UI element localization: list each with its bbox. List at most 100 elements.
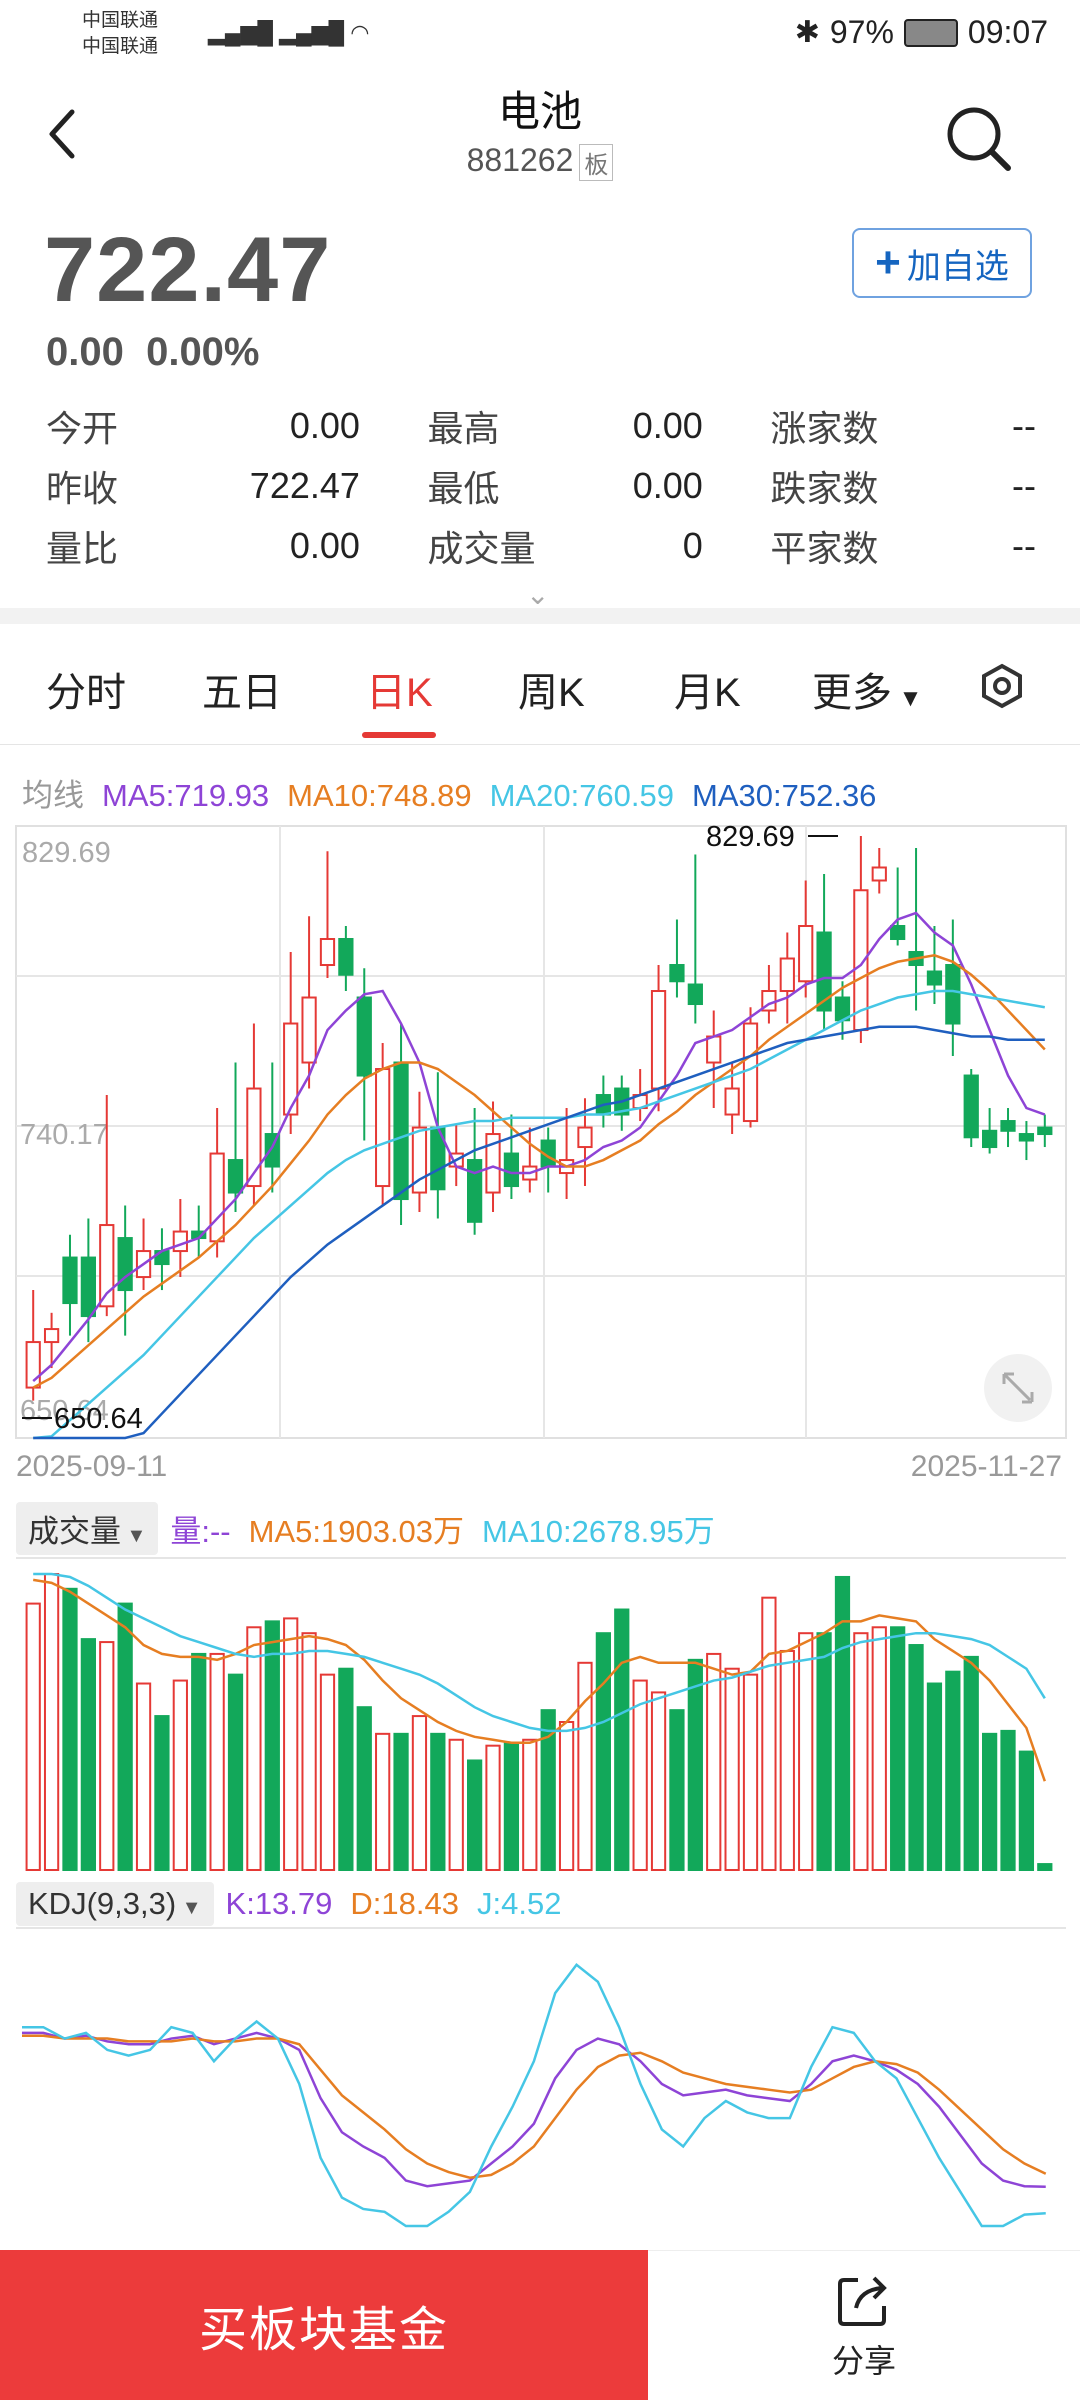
section-divider (0, 608, 1080, 624)
volume-bar (430, 1732, 446, 1871)
volume-bar (1000, 1729, 1016, 1871)
volume-selector[interactable]: 成交量 ▼ (16, 1502, 159, 1555)
chevron-down-icon[interactable]: ⌄ (526, 579, 550, 610)
candle (853, 836, 869, 1044)
ma-legend-label: 均线 (22, 778, 84, 813)
volume-bar (890, 1626, 906, 1871)
candle-body (779, 957, 795, 993)
indicator-selector[interactable]: KDJ(9,3,3) ▼ (16, 1882, 214, 1926)
ma30-value: MA30:752.36 (692, 778, 877, 813)
settings-icon[interactable] (978, 662, 1026, 710)
candle (99, 1095, 115, 1317)
candle-body (227, 1159, 244, 1194)
volume-bar (191, 1652, 207, 1871)
volume-averages (32, 1572, 1046, 1782)
kdj-chart[interactable] (0, 1926, 1080, 2250)
add-watchlist-label: 加自选 (906, 247, 1009, 286)
volume-bar (614, 1608, 630, 1872)
candle (945, 919, 961, 1057)
tabs-divider (0, 744, 1080, 745)
tab-intraday[interactable]: 分时 (46, 671, 126, 715)
volume-bar (1037, 1863, 1053, 1871)
candle-body (172, 1230, 188, 1253)
volume-bar (577, 1661, 593, 1871)
volume-ma-line (32, 1578, 1046, 1782)
candle (595, 1075, 611, 1128)
volume-bar (227, 1673, 244, 1871)
volume-ma5: MA5:1903.03万 (248, 1514, 465, 1549)
axis-top-label: 829.69 (22, 837, 111, 869)
candle-body (963, 1074, 979, 1139)
buy-sector-fund-button[interactable]: 买板块基金 (0, 2250, 648, 2400)
candle-body (577, 1126, 593, 1149)
candle-body (80, 1256, 96, 1318)
back-icon[interactable] (42, 104, 82, 164)
moving-averages (32, 911, 1046, 1440)
candle-body (1018, 1133, 1035, 1142)
stat-label: 今开 (46, 408, 119, 449)
volume-bar (62, 1587, 78, 1872)
volume-bar (264, 1620, 280, 1871)
volume-bar (135, 1682, 152, 1871)
stat-value: -- (1012, 465, 1036, 506)
volume-bar (319, 1673, 336, 1871)
volume-bar (117, 1602, 133, 1871)
status-bar: 中国联通 中国联通 ▂▄▆█ ▂▄▆█ ◠ ✱ 97% 09:07 (0, 0, 1080, 72)
start-date: 2025-09-11 (16, 1450, 168, 1483)
volume-bar (172, 1679, 188, 1871)
candle (375, 1043, 391, 1206)
candle-body (871, 866, 887, 882)
stats-row: 今开 0.00 最高 0.00 涨家数 -- (46, 396, 1036, 456)
end-date: 2025-11-27 (910, 1450, 1062, 1483)
carrier-info: 中国联通 中国联通 (82, 8, 158, 60)
code-text: 881262 (466, 142, 574, 178)
current-price: 722.47 (44, 219, 332, 321)
volume-bar (503, 1741, 520, 1871)
candle-body (706, 1035, 722, 1064)
candle-body (982, 1129, 998, 1149)
stats-row: 昨收 722.47 最低 0.00 跌家数 -- (46, 456, 1036, 516)
candle-body (283, 1022, 299, 1116)
volume-chart[interactable] (0, 1556, 1080, 1876)
volume-bar (301, 1632, 317, 1871)
ma-legend[interactable]: 均线 MA5:719.93 MA10:748.89 MA20:760.59 MA30:7… (22, 770, 894, 815)
tab-monthly-k[interactable]: 月K (674, 671, 741, 715)
volume-bar (467, 1759, 483, 1871)
period-tabs: 分时 五日 日K 周K 月K 更多 ▼ (0, 640, 1080, 740)
volume-bar (816, 1632, 832, 1871)
stat-value: -- (1012, 405, 1036, 446)
candle-body (890, 925, 906, 941)
tab-daily-k[interactable]: 日K (366, 671, 433, 715)
stats-grid: 今开 0.00 最高 0.00 涨家数 -- 昨收 722.47 最低 0.00 跌家数 -- 量比 0.… (46, 396, 1036, 576)
tab-weekly-k[interactable]: 周K (518, 671, 585, 715)
stat-label: 最高 (427, 408, 500, 449)
ma5-value: MA5:719.93 (102, 778, 270, 813)
volume-bar (393, 1732, 409, 1871)
candle (963, 1069, 979, 1148)
volume-bar (43, 1573, 60, 1871)
candle (135, 1218, 152, 1291)
add-watchlist-button[interactable]: + 加自选 (852, 228, 1032, 298)
fullscreen-button[interactable] (984, 1354, 1052, 1422)
carrier-1: 中国联通 (82, 10, 159, 31)
volume-bar (595, 1632, 611, 1871)
candle-body (945, 964, 961, 1025)
kline-chart[interactable]: 829.69 740.17 650.64 829.69 650.64 (0, 820, 1080, 1440)
axis-mid-label: 740.17 (20, 1119, 109, 1151)
candle (283, 952, 299, 1135)
stat-label: 平家数 (770, 528, 879, 569)
volume-bar (779, 1649, 795, 1871)
sector-tag: 板 (579, 144, 614, 182)
stat-label: 涨家数 (770, 408, 879, 449)
share-button[interactable]: 分享 (648, 2250, 1080, 2400)
candle (798, 880, 814, 998)
volume-bar (724, 1667, 740, 1871)
search-icon[interactable] (944, 104, 1014, 174)
ma-line-ma30 (33, 1025, 1045, 1440)
stat-label: 成交量 (427, 528, 536, 569)
candle-body (209, 1152, 225, 1243)
tab-more[interactable]: 更多 ▼ (812, 660, 922, 718)
volume-ma10: MA10:2678.95万 (482, 1514, 715, 1549)
tab-five-day[interactable]: 五日 (202, 671, 282, 715)
volume-bar (356, 1706, 372, 1871)
